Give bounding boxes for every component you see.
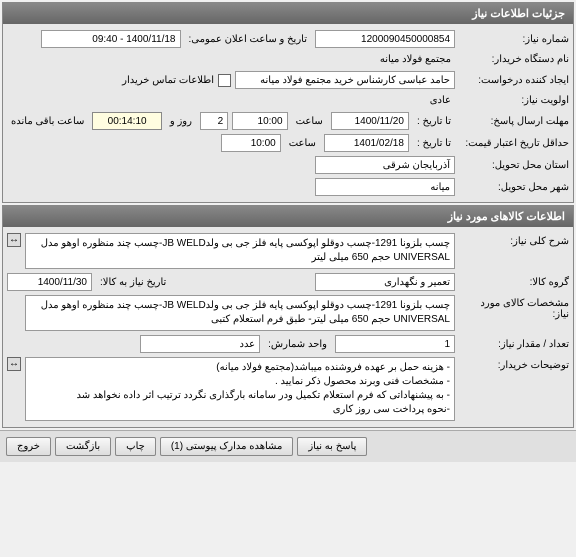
request-no-label: شماره نیاز: [459, 34, 569, 45]
goods-panel-body: شرح کلی نیاز: چسب بلزونا 1291-چسب دوقلو … [3, 227, 573, 427]
province-label: استان محل تحویل: [459, 160, 569, 171]
goods-panel-header: اطلاعات کالاهای مورد نیاز [3, 206, 573, 227]
validity-date-field: 1401/02/18 [324, 134, 409, 152]
contact-checkbox-label: اطلاعات تماس خریدار [122, 75, 214, 86]
deadline-label: مهلت ارسال پاسخ: [459, 116, 569, 127]
contact-checkbox[interactable] [218, 74, 231, 87]
days-label: روز و [166, 116, 196, 127]
days-field: 2 [200, 112, 228, 130]
announce-field: 1400/11/18 - 09:40 [41, 30, 181, 48]
buyer-org-text: مجتمع فولاد میانه [376, 52, 455, 67]
details-panel: جزئیات اطلاعات نیاز شماره نیاز: 12000904… [2, 2, 574, 203]
spec-label: مشخصات کالای مورد نیاز: [459, 295, 569, 320]
need-date-field: 1400/11/30 [7, 273, 92, 291]
qty-field: 1 [335, 335, 455, 353]
requester-field: حامد عباسی کارشناس خرید مجتمع فولاد میان… [235, 71, 455, 89]
requester-label: ایجاد کننده درخواست: [459, 75, 569, 86]
deadline-time-field: 10:00 [232, 112, 287, 130]
city-field: میانه [315, 178, 455, 196]
back-button[interactable]: بازگشت [55, 437, 111, 456]
remain-time-box: 00:14:10 [92, 112, 161, 130]
notes-expand-icon[interactable]: ↔ [7, 357, 21, 371]
deadline-time-label: ساعت [292, 116, 327, 127]
request-no-field: 1200090450000854 [315, 30, 455, 48]
group-label: گروه کالا: [459, 277, 569, 288]
contact-checkbox-wrap[interactable]: اطلاعات تماس خریدار [122, 74, 231, 87]
spec-field: چسب بلزونا 1291-چسب دوقلو اپوکسی پایه فل… [25, 295, 455, 331]
buyer-notes-label: توضیحات خریدار: [459, 357, 569, 371]
validity-label: حداقل تاریخ اعتبار قیمت: [459, 138, 569, 149]
desc-field: چسب بلزونا 1291-چسب دوقلو اپوکسی پایه فل… [25, 233, 455, 269]
print-button[interactable]: چاپ [115, 437, 156, 456]
group-field: تعمیر و نگهداری [315, 273, 455, 291]
validity-time-label: ساعت [285, 138, 320, 149]
need-date-label: تاریخ نیاز به کالا: [96, 277, 170, 288]
desc-expand-icon[interactable]: ↔ [7, 233, 21, 247]
priority-label: اولویت نیاز: [459, 95, 569, 106]
details-panel-body: شماره نیاز: 1200090450000854 تاریخ و ساع… [3, 24, 573, 202]
details-panel-header: جزئیات اطلاعات نیاز [3, 3, 573, 24]
announce-label: تاریخ و ساعت اعلان عمومی: [185, 34, 312, 45]
remain-label: ساعت باقی مانده [7, 116, 88, 127]
button-bar: پاسخ به نیاز مشاهده مدارک پیوستی (1) چاپ… [0, 430, 576, 462]
validity-time-field: 10:00 [221, 134, 281, 152]
buyer-notes-field: - هزینه حمل بر عهده فروشنده میباشد(مجتمع… [25, 357, 455, 421]
goods-panel: اطلاعات کالاهای مورد نیاز شرح کلی نیاز: … [2, 205, 574, 428]
validity-to-label: تا تاریخ : [413, 138, 455, 149]
unit-label: واحد شمارش: [264, 339, 331, 350]
buyer-org-label: نام دستگاه خریدار: [459, 54, 569, 65]
exit-button[interactable]: خروج [6, 437, 51, 456]
priority-text: عادی [426, 93, 455, 108]
qty-label: تعداد / مقدار نیاز: [459, 339, 569, 350]
reply-button[interactable]: پاسخ به نیاز [297, 437, 367, 456]
desc-label: شرح کلی نیاز: [459, 233, 569, 247]
province-field: آذربایجان شرقی [315, 156, 455, 174]
deadline-to-label: تا تاریخ : [413, 116, 455, 127]
attachments-button[interactable]: مشاهده مدارک پیوستی (1) [160, 437, 294, 456]
unit-field: عدد [140, 335, 260, 353]
city-label: شهر محل تحویل: [459, 182, 569, 193]
deadline-date-field: 1400/11/20 [331, 112, 409, 130]
